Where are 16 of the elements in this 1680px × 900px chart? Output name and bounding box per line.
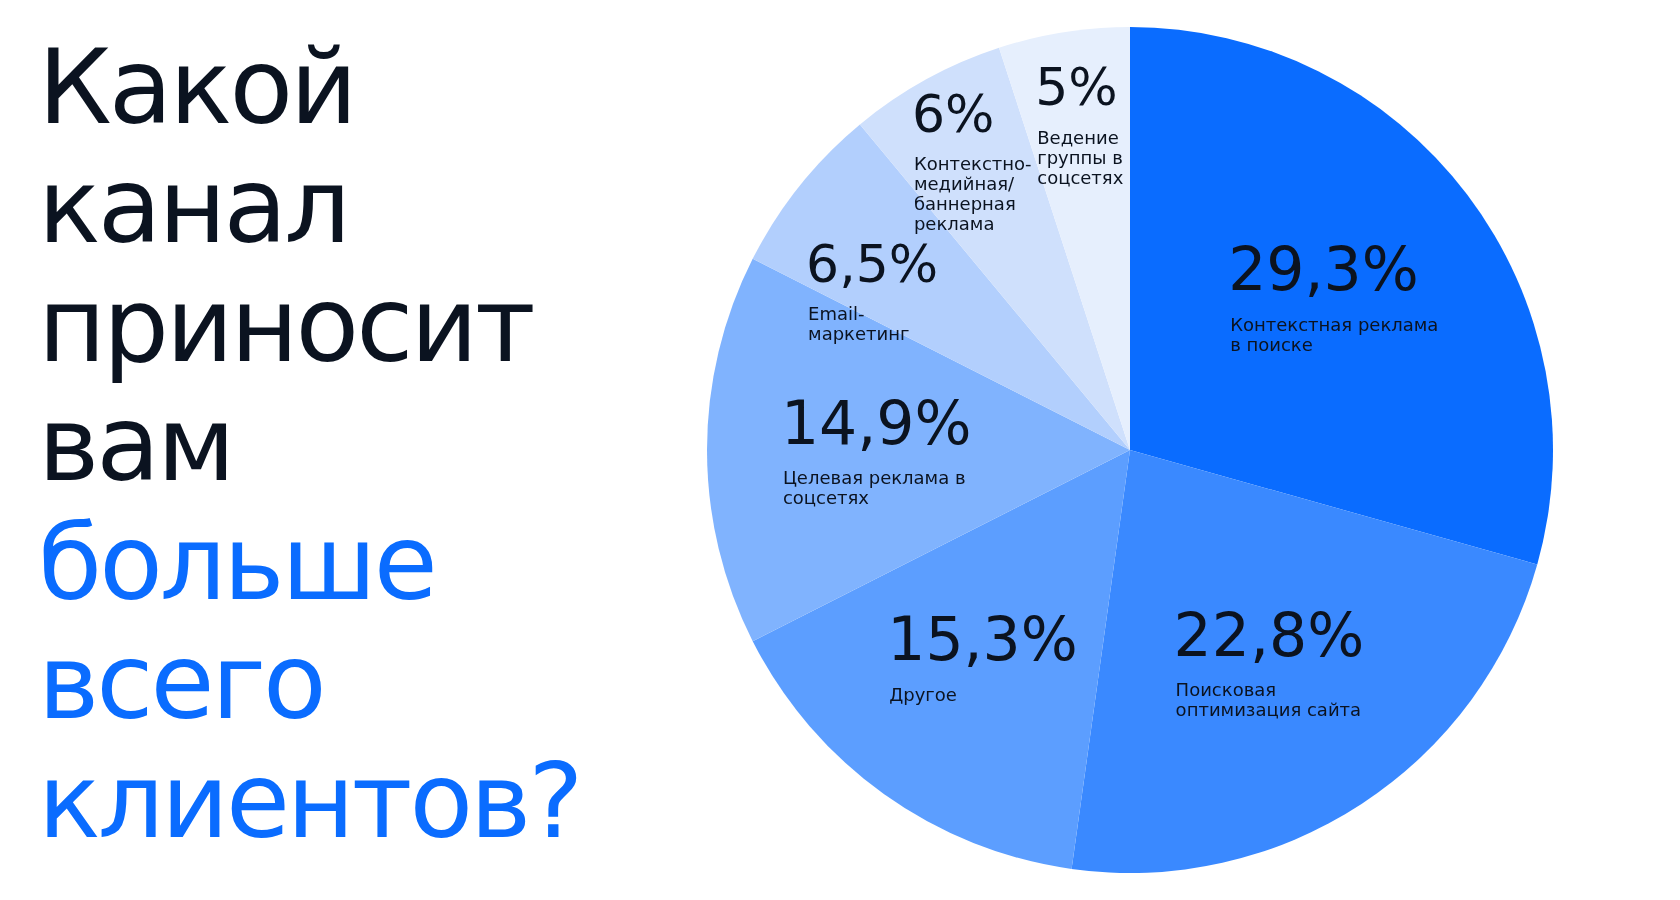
- data-label: 6%: [911, 84, 995, 145]
- data-label: 29,3%: [1228, 234, 1419, 305]
- data-label: 15,3%: [887, 604, 1078, 675]
- text: Какой канал приносит вам: [38, 26, 533, 505]
- slice-label: Целевая реклама в соцсетях: [782, 467, 966, 508]
- slice-label: Контекстная реклама в поиске: [1230, 313, 1439, 355]
- slice-label: Контекстно-медийная/ баннерная реклама: [913, 153, 1032, 235]
- slice-label: Поисковая оптимизация сайта: [1175, 679, 1362, 721]
- slice-label: Другое: [889, 683, 957, 705]
- data-label: 6,5%: [806, 233, 939, 294]
- slice-label: Email-маркетинг: [808, 303, 910, 345]
- text: больше всего клиентов?: [38, 502, 582, 862]
- data-label: 5%: [1035, 57, 1118, 118]
- data-label: 14,9%: [780, 387, 972, 458]
- slice-label: Ведение группы в соцсетях: [1037, 126, 1124, 188]
- data-label: 22,8%: [1173, 599, 1365, 670]
